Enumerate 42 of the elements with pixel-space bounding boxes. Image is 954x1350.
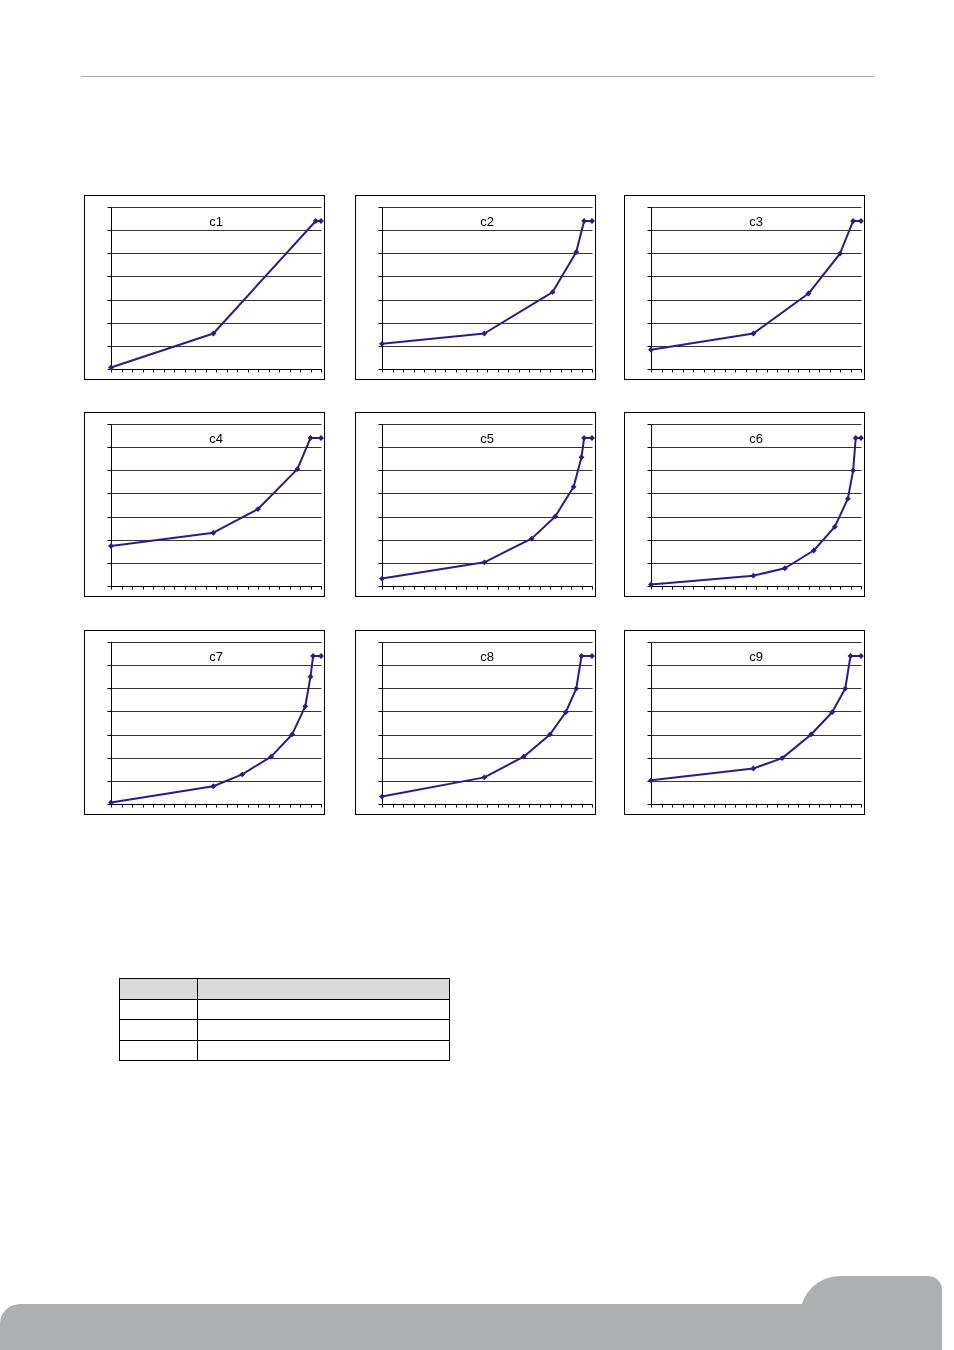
- chart-title: c4: [209, 430, 223, 446]
- point: [294, 466, 301, 472]
- point: [552, 513, 559, 520]
- chart-title: c7: [209, 648, 223, 664]
- point: [810, 547, 817, 554]
- chart-title: c5: [480, 430, 494, 446]
- point: [779, 755, 786, 762]
- point: [210, 529, 217, 536]
- point: [210, 783, 217, 790]
- point: [750, 330, 757, 337]
- point: [289, 731, 296, 738]
- point: [781, 565, 788, 572]
- chart-title: c2: [480, 213, 494, 229]
- point: [850, 467, 857, 474]
- point: [808, 731, 815, 738]
- point: [307, 673, 314, 680]
- point: [379, 575, 385, 582]
- point: [570, 483, 577, 490]
- point: [307, 435, 314, 441]
- chart-title: c6: [749, 430, 763, 446]
- point: [379, 793, 385, 800]
- point: [549, 289, 556, 295]
- chart-title: c8: [480, 648, 494, 664]
- point: [837, 250, 843, 257]
- point: [578, 653, 585, 659]
- point: [844, 495, 851, 502]
- point: [573, 249, 580, 255]
- chart-title: c9: [749, 648, 763, 664]
- point: [520, 753, 527, 760]
- point: [481, 330, 488, 337]
- point: [750, 765, 757, 772]
- point: [268, 753, 275, 760]
- point: [847, 653, 854, 659]
- point: [239, 771, 246, 778]
- point: [578, 454, 585, 461]
- chart-title: c1: [209, 213, 223, 229]
- point: [547, 731, 553, 738]
- chart-title: c3: [749, 213, 763, 229]
- point: [842, 685, 849, 692]
- point: [829, 709, 836, 716]
- point: [573, 685, 580, 692]
- point: [852, 435, 859, 441]
